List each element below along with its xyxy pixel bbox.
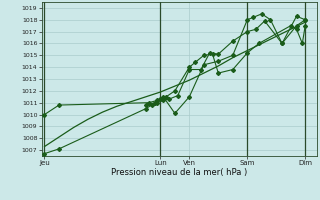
X-axis label: Pression niveau de la mer( hPa ): Pression niveau de la mer( hPa ) (111, 168, 247, 177)
